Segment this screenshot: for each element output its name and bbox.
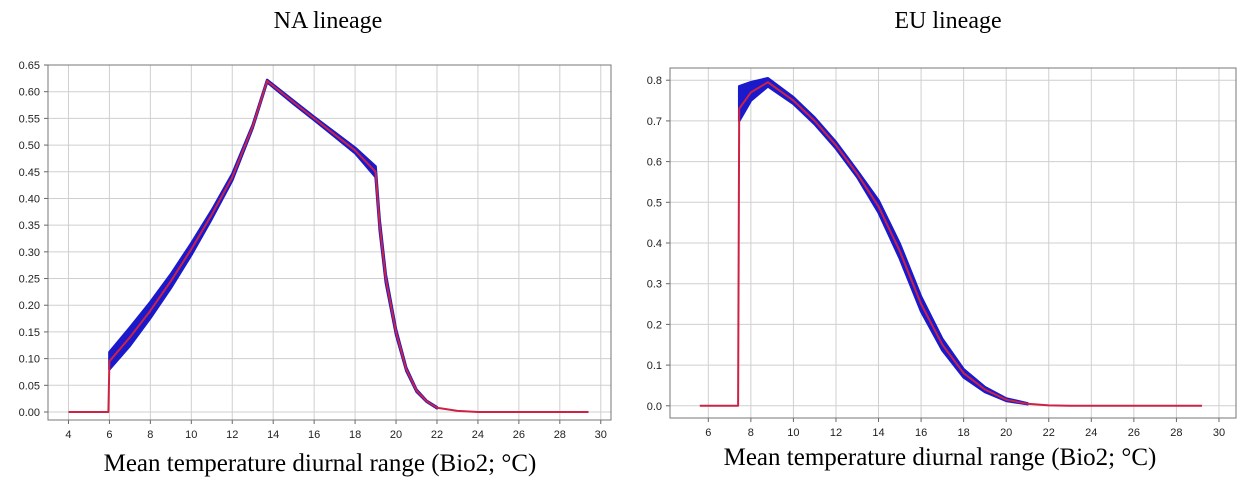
plot-frame xyxy=(669,67,1237,419)
y-tick-label: 0.20 xyxy=(19,300,40,312)
y-tick-label: 0.60 xyxy=(19,87,40,99)
y-tick-label: 0.7 xyxy=(647,116,662,128)
mean-response-line xyxy=(699,81,1202,407)
x-tick-label: 24 xyxy=(472,429,484,441)
x-tick-label: 6 xyxy=(705,427,711,439)
chart-eu-lineage: 6 8 10 12 14 16 18 20 22 24 26 28 30 0.0 0.1 0.2 0.3 0.4 0… xyxy=(647,67,1237,439)
y-tick-label: 0.15 xyxy=(19,327,40,339)
x-axis-label: Mean temperature diurnal range (Bio2; °C… xyxy=(103,450,537,477)
x-tick-label: 18 xyxy=(958,427,970,439)
y-tick-label: 0.10 xyxy=(19,354,40,366)
y-tick-label: 0.45 xyxy=(19,167,40,179)
y-tick-label: 0.3 xyxy=(647,279,662,291)
x-tick-label: 14 xyxy=(267,429,279,441)
y-tick-label: 0.8 xyxy=(647,75,662,87)
y-tick-label: 0.50 xyxy=(19,140,40,152)
ticks: 6 8 10 12 14 16 18 20 22 24 26 28 30 0.0 0.1 0.2 0.3 0.4 0… xyxy=(647,75,1225,439)
x-tick-label: 26 xyxy=(1128,427,1140,439)
y-tick-label: 0.0 xyxy=(647,401,662,413)
y-tick-label: 0.25 xyxy=(19,274,40,286)
y-tick-label: 0.4 xyxy=(647,238,662,250)
y-tick-label: 0.35 xyxy=(19,220,40,232)
y-tick-label: 0.5 xyxy=(647,197,662,209)
y-tick-label: 0.05 xyxy=(19,380,40,392)
mean-response-line xyxy=(68,80,589,413)
y-tick-label: 0.40 xyxy=(19,193,40,205)
x-tick-label: 30 xyxy=(595,429,607,441)
x-tick-label: 4 xyxy=(65,429,71,441)
chart-panel-eu: EU lineage 6 8 10 12 14 16 18 20 22 24 26 28 30 0.0 0.… xyxy=(624,0,1248,483)
chart-title: NA lineage xyxy=(273,8,383,34)
y-tick-label: 0.6 xyxy=(647,157,662,169)
x-tick-label: 12 xyxy=(830,427,842,439)
x-tick-label: 16 xyxy=(308,429,320,441)
x-tick-label: 28 xyxy=(1170,427,1182,439)
x-tick-label: 16 xyxy=(915,427,927,439)
x-tick-label: 30 xyxy=(1213,427,1225,439)
x-tick-label: 20 xyxy=(1000,427,1012,439)
x-tick-label: 6 xyxy=(106,429,112,441)
plot-area xyxy=(47,64,612,421)
x-tick-label: 14 xyxy=(872,427,884,439)
grid xyxy=(48,64,611,420)
y-tick-label: 0.65 xyxy=(19,60,40,72)
x-tick-label: 26 xyxy=(513,429,525,441)
ticks: 4 6 8 10 12 14 16 18 20 22 24 26 28 30 0.00 0.05 0.10 0.1… xyxy=(19,60,607,441)
y-tick-label: 0.55 xyxy=(19,113,40,125)
y-tick-label: 0.2 xyxy=(647,319,662,331)
chart-panel-na: NA lineage 4 6 8 10 12 14 16 18 20 22 24 26 28 30 0.00… xyxy=(19,8,612,477)
chart-title: EU lineage xyxy=(894,8,1002,34)
chart-na-lineage: 4 6 8 10 12 14 16 18 20 22 24 26 28 30 0.00 0.05 0.10 0.1… xyxy=(19,60,612,441)
x-tick-label: 22 xyxy=(1043,427,1055,439)
x-tick-label: 28 xyxy=(554,429,566,441)
x-tick-label: 8 xyxy=(748,427,754,439)
x-tick-label: 12 xyxy=(226,429,238,441)
x-tick-label: 8 xyxy=(147,429,153,441)
x-tick-label: 10 xyxy=(185,429,197,441)
x-tick-label: 24 xyxy=(1085,427,1097,439)
y-tick-label: 0.30 xyxy=(19,247,40,259)
x-tick-label: 10 xyxy=(787,427,799,439)
x-tick-label: 20 xyxy=(390,429,402,441)
x-tick-label: 22 xyxy=(431,429,443,441)
x-tick-label: 18 xyxy=(349,429,361,441)
y-tick-label: 0.00 xyxy=(19,407,40,419)
plot-frame xyxy=(47,64,612,421)
x-axis-label: Mean temperature diurnal range (Bio2; °C… xyxy=(723,444,1157,471)
y-tick-label: 0.1 xyxy=(647,360,662,372)
